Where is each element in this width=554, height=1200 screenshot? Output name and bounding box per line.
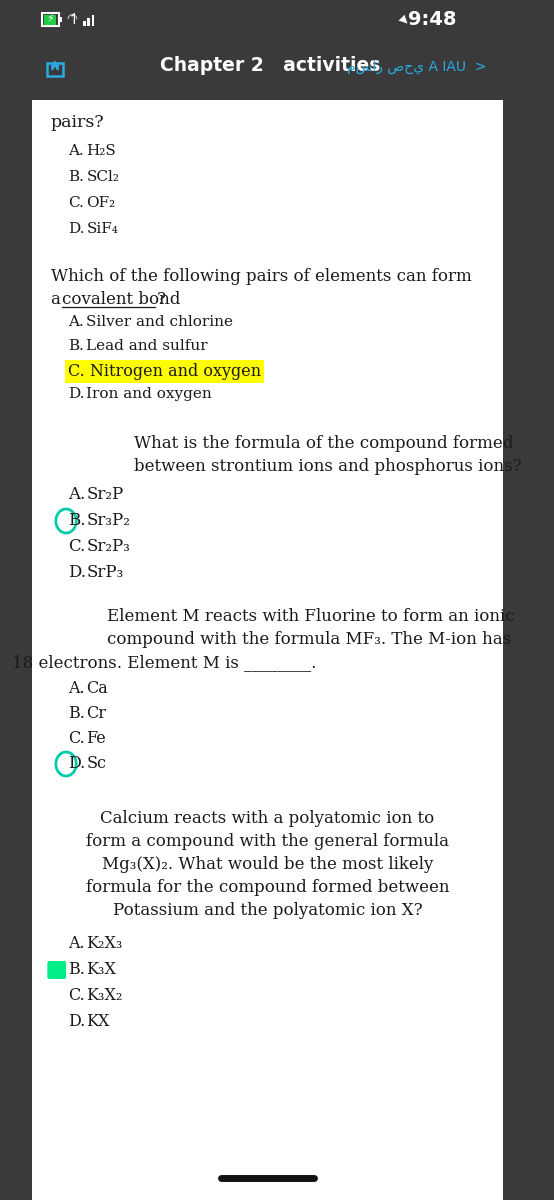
Text: Ca: Ca <box>86 680 108 697</box>
Text: OF₂: OF₂ <box>86 196 116 210</box>
Text: form a compound with the general formula: form a compound with the general formula <box>86 833 449 850</box>
Text: B.: B. <box>68 704 85 722</box>
Text: A.: A. <box>68 486 85 503</box>
Text: D.: D. <box>68 755 85 772</box>
Text: Iron and oxygen: Iron and oxygen <box>86 386 212 401</box>
Text: A.: A. <box>68 314 84 329</box>
Text: pairs?: pairs? <box>51 114 104 131</box>
Text: مسار صحي A IAU  >: مسار صحي A IAU > <box>347 60 486 74</box>
Text: K₃X: K₃X <box>86 961 116 978</box>
Text: B.: B. <box>68 170 84 184</box>
Text: What is the formula of the compound formed: What is the formula of the compound form… <box>134 434 514 452</box>
Text: ◠: ◠ <box>66 14 77 26</box>
Text: Sr₂P: Sr₂P <box>86 486 124 503</box>
FancyBboxPatch shape <box>59 17 62 22</box>
Text: Sr₃P₂: Sr₃P₂ <box>86 512 130 529</box>
Text: Element M reacts with Fluorine to form an ionic: Element M reacts with Fluorine to form a… <box>107 608 515 625</box>
Text: A.: A. <box>68 935 84 952</box>
Text: Chapter 2   activities: Chapter 2 activities <box>160 56 380 74</box>
Text: Cr: Cr <box>86 704 106 722</box>
Text: H₂S: H₂S <box>86 144 116 158</box>
Text: SrP₃: SrP₃ <box>86 564 124 581</box>
Text: Sr₂P₃: Sr₂P₃ <box>86 538 130 554</box>
Text: B.: B. <box>68 512 85 529</box>
Text: between strontium ions and phosphorus ions?: between strontium ions and phosphorus io… <box>134 458 522 475</box>
Text: C.: C. <box>68 730 85 746</box>
Text: 18 electrons. Element M is ________.: 18 electrons. Element M is ________. <box>12 654 316 671</box>
Text: formula for the compound formed between: formula for the compound formed between <box>86 878 449 896</box>
FancyBboxPatch shape <box>32 48 502 100</box>
Text: C. Nitrogen and oxygen: C. Nitrogen and oxygen <box>68 362 261 380</box>
Text: D.: D. <box>68 386 84 401</box>
Text: 9:48: 9:48 <box>408 10 456 29</box>
Text: C.: C. <box>68 538 85 554</box>
Text: A.: A. <box>68 144 84 158</box>
Text: SiF₄: SiF₄ <box>86 222 119 236</box>
FancyBboxPatch shape <box>88 18 90 26</box>
Text: B.: B. <box>68 961 85 978</box>
Text: Mg₃(X)₂. What would be the most likely: Mg₃(X)₂. What would be the most likely <box>102 856 433 874</box>
Text: Lead and sulfur: Lead and sulfur <box>86 338 208 353</box>
Text: a: a <box>51 290 66 308</box>
Text: C.: C. <box>68 986 85 1004</box>
Text: Which of the following pairs of elements can form: Which of the following pairs of elements… <box>51 268 471 284</box>
Text: Calcium reacts with a polyatomic ion to: Calcium reacts with a polyatomic ion to <box>100 810 434 827</box>
Text: Fe: Fe <box>86 730 106 746</box>
Text: covalent bond: covalent bond <box>62 290 180 308</box>
Text: compound with the formula MF₃. The M-ion has: compound with the formula MF₃. The M-ion… <box>107 631 511 648</box>
Text: Sc: Sc <box>86 755 106 772</box>
Text: D.: D. <box>68 564 86 581</box>
FancyBboxPatch shape <box>44 14 57 24</box>
Text: ⚡: ⚡ <box>47 14 54 24</box>
Text: KX: KX <box>86 1013 110 1030</box>
Text: ▶: ▶ <box>397 13 411 26</box>
Text: Silver and chlorine: Silver and chlorine <box>86 314 233 329</box>
Text: SCl₂: SCl₂ <box>86 170 120 184</box>
Text: D.: D. <box>68 222 84 236</box>
FancyBboxPatch shape <box>83 20 85 26</box>
Text: Potassium and the polyatomic ion X?: Potassium and the polyatomic ion X? <box>112 902 422 919</box>
Text: K₂X₃: K₂X₃ <box>86 935 123 952</box>
FancyBboxPatch shape <box>47 961 66 979</box>
Text: D.: D. <box>68 1013 85 1030</box>
FancyBboxPatch shape <box>91 14 94 26</box>
Text: K₃X₂: K₃X₂ <box>86 986 123 1004</box>
Text: ↿: ↿ <box>68 12 80 26</box>
FancyBboxPatch shape <box>32 100 502 1200</box>
Text: ?: ? <box>157 290 166 308</box>
Text: A.: A. <box>68 680 84 697</box>
FancyBboxPatch shape <box>32 0 502 48</box>
Text: B.: B. <box>68 338 84 353</box>
Text: C.: C. <box>68 196 84 210</box>
